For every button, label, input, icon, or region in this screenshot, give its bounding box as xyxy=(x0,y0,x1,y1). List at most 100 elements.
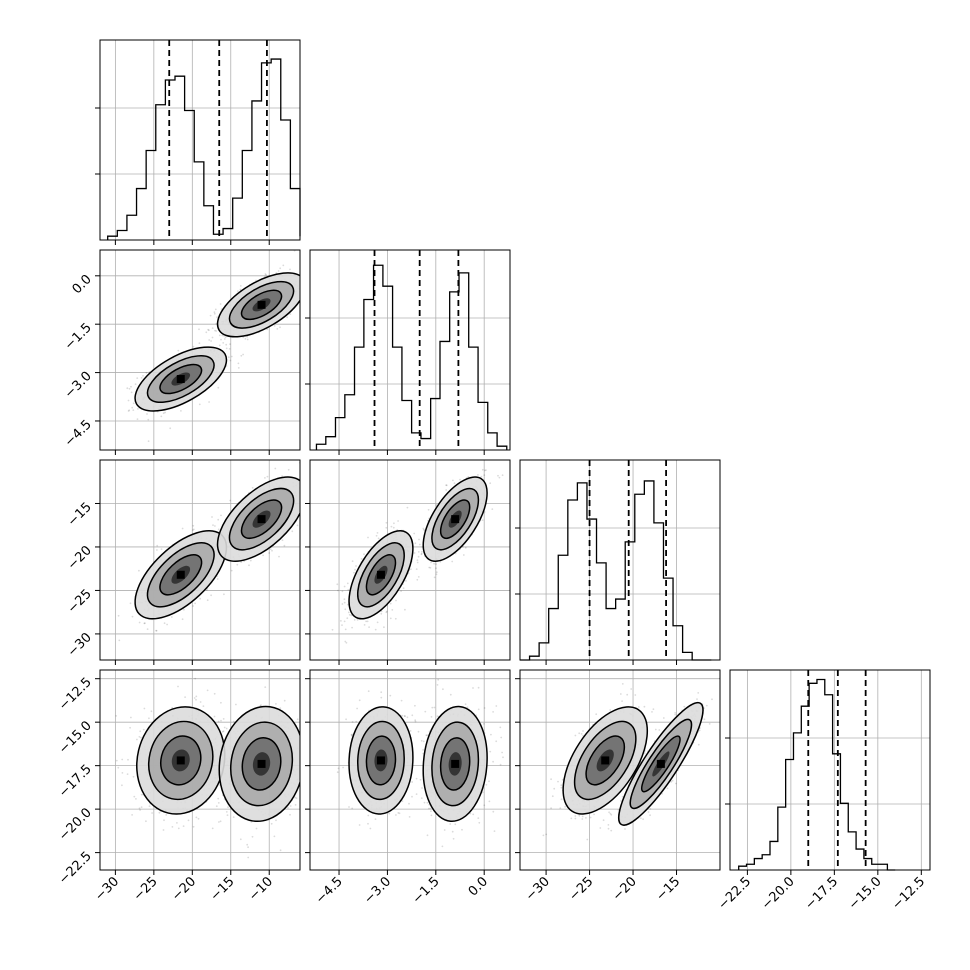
scatter-point xyxy=(131,814,134,816)
scatter-point xyxy=(264,273,267,275)
scatter-point xyxy=(217,528,220,531)
scatter-point xyxy=(336,583,339,586)
hist-step-1 xyxy=(315,264,508,450)
scatter-point xyxy=(380,610,383,613)
scatter-point xyxy=(279,326,281,329)
scatter-point xyxy=(462,554,465,556)
scatter-point xyxy=(240,354,243,357)
scatter-point xyxy=(136,738,138,741)
scatter-point xyxy=(192,345,195,348)
scatter-point xyxy=(213,312,216,315)
scatter-point xyxy=(405,580,407,582)
scatter-point xyxy=(140,806,143,808)
scatter-point xyxy=(445,484,447,487)
scatter-point xyxy=(459,478,461,481)
scatter-point xyxy=(209,314,212,317)
scatter-point xyxy=(182,825,185,827)
scatter-point xyxy=(305,285,307,287)
scatter-point xyxy=(210,594,213,597)
scatter-point xyxy=(147,440,150,443)
scatter-point xyxy=(240,561,243,563)
density-peak xyxy=(257,300,266,309)
scatter-point xyxy=(279,267,282,270)
scatter-point xyxy=(217,518,220,521)
scatter-point xyxy=(422,527,425,530)
scatter-point xyxy=(287,468,290,471)
density-peak xyxy=(176,570,185,579)
scatter-point xyxy=(266,475,269,478)
scatter-point xyxy=(198,342,201,345)
hist-step-0 xyxy=(107,58,301,240)
scatter-point xyxy=(367,536,369,539)
scatter-point xyxy=(220,514,222,517)
scatter-point xyxy=(223,593,225,596)
scatter-point xyxy=(246,335,249,338)
scatter-point xyxy=(131,406,134,409)
scatter-point xyxy=(139,730,142,733)
scatter-point xyxy=(281,539,284,542)
hist-frame-2 xyxy=(519,459,721,661)
scatter-point xyxy=(158,811,161,814)
scatter-point xyxy=(289,313,292,315)
scatter-point xyxy=(433,576,436,579)
scatter-point xyxy=(414,542,417,545)
contour-line xyxy=(216,476,300,562)
hist-panel-0 xyxy=(95,39,301,241)
scatter-point xyxy=(489,482,492,485)
pair-content-0-1 xyxy=(100,250,308,450)
scatter-point xyxy=(222,718,225,720)
scatter-point xyxy=(246,338,249,341)
scatter-point xyxy=(368,626,370,628)
scatter-point xyxy=(264,477,266,479)
scatter-point xyxy=(180,410,182,412)
pair-content-0-2 xyxy=(100,443,335,660)
scatter-point xyxy=(269,548,272,550)
contour-line xyxy=(356,542,405,608)
scatter-point xyxy=(262,554,264,557)
scatter-point xyxy=(451,560,454,563)
scatter-point xyxy=(346,582,349,585)
scatter-point xyxy=(192,605,195,607)
density-peak xyxy=(176,375,185,384)
scatter-point xyxy=(132,775,135,778)
scatter-point xyxy=(354,568,356,571)
scatter-point xyxy=(199,701,202,703)
scatter-point xyxy=(283,544,286,547)
scatter-point xyxy=(410,568,412,570)
scatter-point xyxy=(197,817,200,820)
scatter-point xyxy=(416,559,419,561)
scatter-point xyxy=(390,525,393,528)
scatter-point xyxy=(225,343,228,346)
scatter-point xyxy=(363,624,366,626)
scatter-point xyxy=(380,612,383,615)
scatter-point xyxy=(417,576,420,578)
scatter-point xyxy=(400,590,402,592)
scatter-point xyxy=(136,418,139,420)
scatter-point xyxy=(356,619,359,621)
scatter-point xyxy=(160,415,163,418)
scatter-point xyxy=(219,820,222,823)
scatter-point xyxy=(144,622,146,625)
scatter-point xyxy=(333,443,335,445)
hist-step-3 xyxy=(738,678,896,871)
scatter-point xyxy=(303,500,305,502)
scatter-point xyxy=(376,621,379,624)
scatter-point xyxy=(208,339,211,341)
scatter-point xyxy=(303,487,305,489)
scatter-point xyxy=(170,616,173,618)
scatter-point xyxy=(383,626,385,629)
scatter-point xyxy=(344,640,347,643)
pair-frame-1-2 xyxy=(309,459,511,661)
scatter-point xyxy=(351,626,353,629)
scatter-point xyxy=(136,377,139,379)
scatter-point xyxy=(156,549,158,551)
scatter-point xyxy=(156,544,159,547)
contour-line xyxy=(348,530,414,620)
scatter-point xyxy=(453,482,456,485)
scatter-point xyxy=(464,546,467,549)
scatter-point xyxy=(306,285,308,287)
scatter-point xyxy=(226,814,229,817)
scatter-point xyxy=(276,328,279,330)
scatter-point xyxy=(121,758,124,761)
